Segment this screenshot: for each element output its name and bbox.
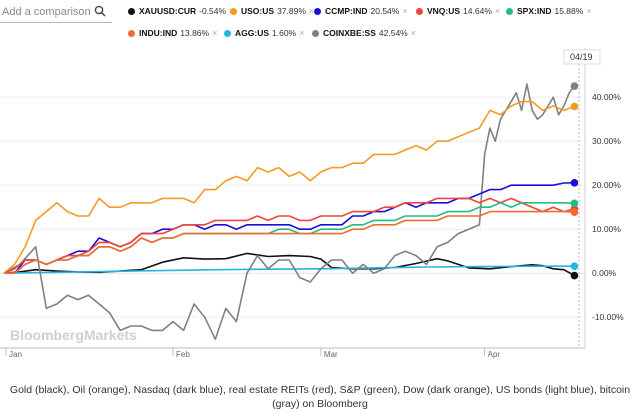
- remove-comparison-icon[interactable]: ×: [586, 6, 592, 16]
- comparison-change: 1.60%: [272, 28, 297, 38]
- series-endpoint[interactable]: [570, 102, 579, 111]
- series-endpoint[interactable]: [570, 179, 579, 187]
- x-tick-label: Apr: [488, 350, 501, 359]
- comparison-ticker: VNQ:US: [427, 6, 461, 16]
- series-endpoint[interactable]: [570, 199, 579, 208]
- series-line: [4, 210, 575, 274]
- comparison-chip[interactable]: VNQ:US 14.64% ×: [416, 4, 500, 18]
- comparison-ticker: USO:US: [241, 6, 275, 16]
- figure-caption: Gold (black), Oil (orange), Nasdaq (dark…: [9, 384, 631, 410]
- comparison-change: 20.54%: [370, 6, 400, 16]
- series-line: [3, 83, 576, 340]
- line-chart: 40.00% 30.00% 20.00% 10.00% 0.00% -10.00% Jan F…: [0, 48, 624, 359]
- comparison-chip[interactable]: COINXBE:SS 42.54% ×: [312, 26, 416, 40]
- comparison-ticker: CCMP:IND: [325, 6, 368, 16]
- comparison-ticker: SPX:IND: [517, 6, 552, 16]
- series-color-dot: [506, 7, 513, 15]
- comparison-ticker: COINXBE:SS: [323, 28, 376, 38]
- series-endpoint[interactable]: [570, 262, 579, 270]
- comparison-chip[interactable]: SPX:IND 15.88% ×: [506, 4, 592, 18]
- date-marker-label: 04/19: [570, 52, 593, 62]
- series-color-dot: [416, 7, 423, 15]
- comparison-change: 13.86%: [180, 28, 210, 38]
- y-tick-label: 10.00%: [592, 224, 621, 234]
- add-comparison-input[interactable]: [0, 2, 112, 23]
- x-tick-label: Feb: [176, 350, 190, 359]
- bloomberg-watermark: BloombergMarkets: [10, 327, 137, 343]
- series-endpoint[interactable]: [570, 82, 579, 90]
- comparison-change: 14.64%: [463, 6, 492, 16]
- remove-comparison-icon[interactable]: ×: [308, 6, 315, 16]
- comparison-change: 37.89%: [277, 6, 306, 16]
- remove-comparison-icon[interactable]: ×: [402, 6, 408, 16]
- series-color-dot: [314, 7, 321, 15]
- comparison-chip[interactable]: XAUUSD:CUR-0.54%×: [128, 4, 234, 18]
- comparison-ticker: INDU:IND: [139, 28, 178, 38]
- comparison-chip[interactable]: CCMP:IND 20.54% ×: [314, 4, 408, 18]
- comparison-ticker: AGG:US: [235, 28, 269, 38]
- y-tick-label: 40.00%: [592, 92, 621, 102]
- series-color-dot: [224, 29, 231, 37]
- y-tick-label: 30.00%: [592, 136, 621, 146]
- y-tick-label: 0.00%: [592, 268, 617, 278]
- comparison-chip[interactable]: USO:US 37.89% ×: [230, 4, 314, 18]
- comparison-change: -0.54%: [199, 6, 227, 16]
- comparison-change: 15.88%: [554, 6, 584, 16]
- series-endpoint[interactable]: [570, 208, 579, 217]
- series-color-dot: [128, 29, 135, 37]
- remove-comparison-icon[interactable]: ×: [299, 28, 305, 38]
- remove-comparison-icon[interactable]: ×: [212, 28, 218, 38]
- remove-comparison-icon[interactable]: ×: [494, 6, 501, 16]
- search-icon[interactable]: [94, 5, 106, 17]
- comparison-ticker: XAUUSD:CUR: [139, 6, 197, 16]
- series-line: [3, 197, 575, 274]
- series-line: [4, 182, 575, 274]
- comparison-chip[interactable]: INDU:IND 13.86% ×: [128, 26, 217, 40]
- remove-comparison-icon[interactable]: ×: [410, 28, 417, 38]
- comparison-change: 42.54%: [378, 28, 408, 38]
- x-tick-label: Mar: [324, 350, 338, 359]
- series-color-dot: [128, 7, 135, 15]
- comparison-toolbar: XAUUSD:CUR-0.54%×USO:US37.89%×CCMP:IND20…: [0, 0, 640, 48]
- x-tick-label: Jan: [9, 350, 22, 359]
- series-endpoint[interactable]: [570, 271, 579, 280]
- series-color-dot: [312, 29, 319, 37]
- date-marker-box: [563, 49, 601, 65]
- y-tick-label: -10.00%: [592, 312, 624, 322]
- y-tick-label: 20.00%: [592, 180, 621, 190]
- comparison-chip[interactable]: AGG:US 1.60% ×: [224, 26, 304, 40]
- series-color-dot: [230, 7, 237, 15]
- series-line: [3, 265, 575, 274]
- series-line: [3, 100, 575, 274]
